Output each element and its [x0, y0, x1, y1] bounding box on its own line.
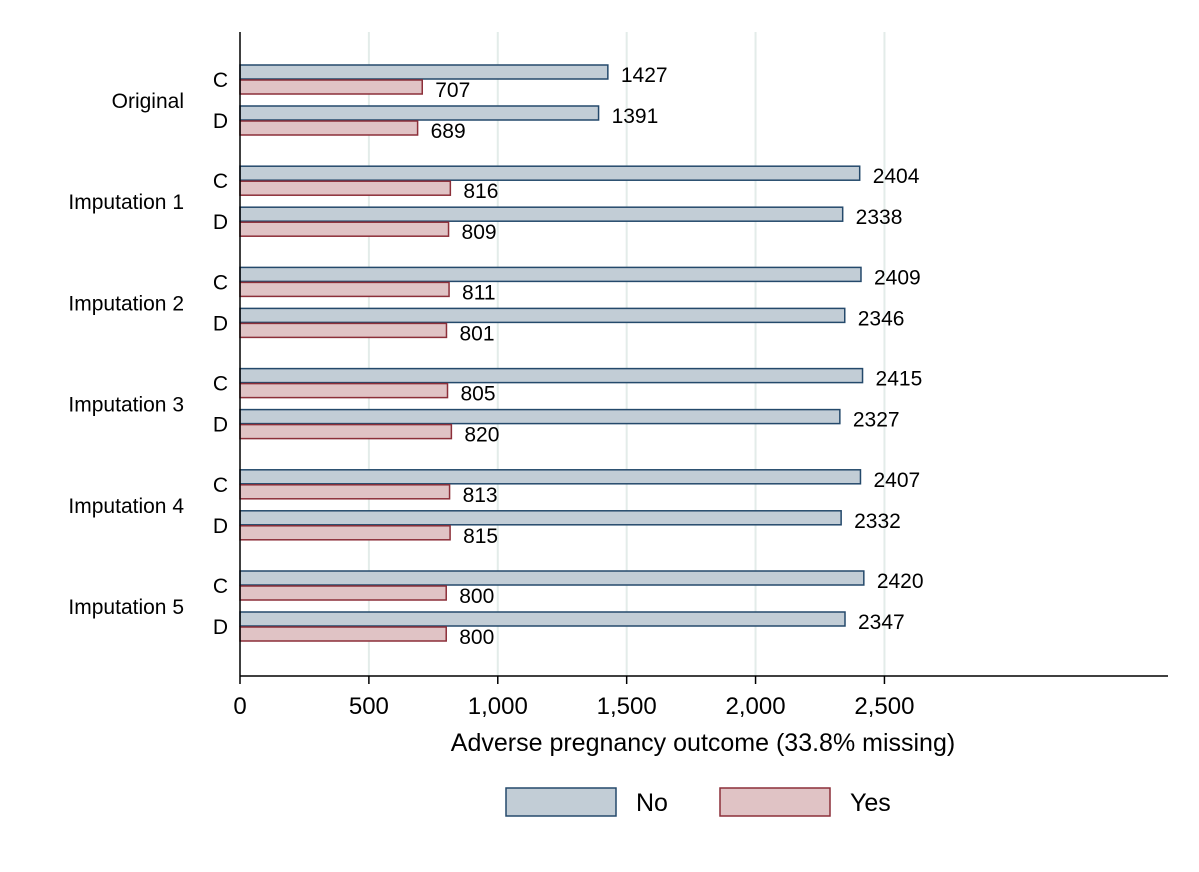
- legend-label-no: No: [636, 789, 668, 817]
- group-label: Imputation 3: [68, 394, 184, 417]
- value-label: 816: [463, 180, 498, 203]
- row-label: D: [213, 414, 228, 437]
- legend-swatch-no: [505, 787, 617, 817]
- value-label: 815: [463, 525, 498, 548]
- row-label: D: [213, 515, 228, 538]
- bar-no: [239, 165, 861, 181]
- gridlines: [367, 32, 886, 676]
- bar-no: [239, 307, 846, 324]
- bar-yes: [239, 322, 448, 339]
- bar-no: [239, 367, 864, 384]
- x-tick-label: 1,500: [597, 693, 657, 720]
- value-label: 811: [462, 281, 495, 304]
- bar-no: [239, 206, 844, 222]
- group-label: Imputation 4: [68, 495, 184, 518]
- row-label: D: [213, 211, 228, 234]
- bar-yes: [239, 180, 452, 196]
- x-tick-label: 2,000: [726, 693, 786, 720]
- value-label: 801: [459, 322, 494, 345]
- value-label: 2404: [873, 165, 920, 188]
- value-label: 1391: [612, 105, 659, 128]
- value-label: 2346: [858, 307, 905, 330]
- value-label: 2409: [874, 266, 921, 289]
- bar-yes: [239, 423, 453, 440]
- row-label: C: [213, 373, 228, 396]
- legend-label-yes: Yes: [850, 789, 891, 817]
- x-axis-title: Adverse pregnancy outcome (33.8% missing…: [451, 729, 955, 757]
- value-label: 820: [464, 424, 499, 447]
- value-label: 813: [463, 484, 498, 507]
- value-label: 809: [462, 221, 497, 244]
- bar-yes: [239, 626, 447, 642]
- value-label: 2332: [854, 510, 901, 533]
- bar-yes: [239, 484, 451, 500]
- group-label: Imputation 2: [68, 292, 184, 315]
- bar-yes: [239, 525, 451, 541]
- value-label: 689: [431, 120, 466, 143]
- value-label: 800: [459, 585, 494, 608]
- bar-no: [239, 105, 600, 121]
- group-label: Original: [112, 90, 184, 113]
- labels: Original C 1427 707 D 1391 689 Imputation 1 C 240…: [68, 64, 923, 649]
- bar-no: [239, 611, 846, 627]
- row-label: C: [213, 170, 228, 193]
- row-label: C: [213, 474, 228, 497]
- row-label: C: [213, 271, 228, 294]
- row-label: D: [213, 616, 228, 639]
- legend: No Yes: [505, 787, 891, 817]
- value-label: 1427: [621, 64, 668, 87]
- x-tick-label: 2,500: [854, 693, 914, 720]
- bar-yes: [239, 79, 423, 95]
- value-label: 2347: [858, 611, 905, 634]
- bar-yes: [239, 382, 449, 399]
- bars: [239, 64, 865, 642]
- group-label: Imputation 5: [68, 596, 184, 619]
- value-label: 2407: [873, 469, 920, 492]
- group-label: Imputation 1: [68, 191, 184, 214]
- row-label: D: [213, 110, 228, 133]
- row-label: C: [213, 575, 228, 598]
- x-tick-label: 500: [349, 693, 389, 720]
- bar-yes: [239, 120, 419, 136]
- value-label: 2420: [877, 570, 924, 593]
- value-label: 2415: [876, 368, 923, 391]
- x-tick-label: 1,000: [468, 693, 528, 720]
- x-tick-label: 0: [233, 693, 246, 720]
- bar-no: [239, 64, 609, 80]
- bar-no: [239, 469, 862, 485]
- legend-swatch-yes: [719, 787, 831, 817]
- value-label: 707: [435, 79, 470, 102]
- bar-yes: [239, 221, 450, 237]
- x-axis-ticks: 0 500 1,000 1,500 2,000 2,500: [233, 676, 914, 720]
- value-label: 2338: [856, 206, 903, 229]
- bar-no: [239, 510, 842, 526]
- bar-yes: [239, 585, 447, 601]
- bar-no: [239, 570, 865, 586]
- value-label: 805: [461, 383, 496, 406]
- value-label: 2327: [853, 409, 900, 432]
- row-label: D: [213, 312, 228, 335]
- bar-no: [239, 266, 862, 283]
- bar-no: [239, 408, 841, 425]
- bar-yes: [239, 281, 450, 298]
- value-label: 800: [459, 626, 494, 649]
- row-label: C: [213, 69, 228, 92]
